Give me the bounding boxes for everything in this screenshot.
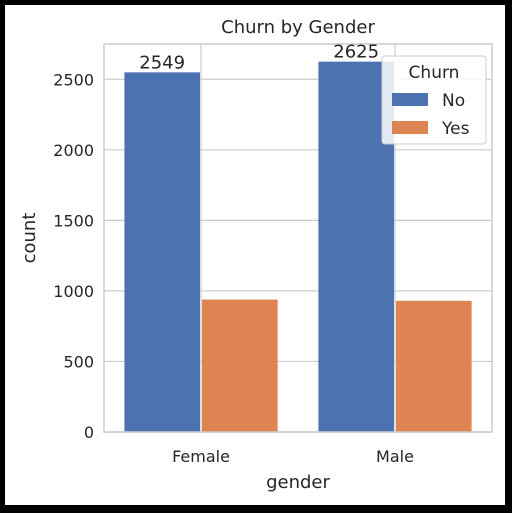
legend-label-no: No: [442, 91, 465, 111]
data-label: 2549: [139, 52, 185, 73]
y-tick-label: 2000: [53, 141, 94, 160]
legend-items: No Yes: [392, 91, 470, 139]
legend: Churn No Yes: [381, 55, 487, 145]
x-tick-label: Female: [172, 447, 230, 466]
bar-yes-male: [396, 300, 472, 432]
legend-title: Churn: [409, 63, 460, 83]
legend-swatch-no: [392, 93, 428, 106]
chart-title: Churn by Gender: [221, 17, 375, 38]
data-label: 2625: [333, 42, 379, 63]
plot-area-border: [103, 43, 493, 433]
bar-no-male: [318, 61, 394, 433]
y-tick-label: 0: [84, 423, 94, 442]
bar-yes-female: [202, 299, 278, 432]
y-tick-labels: 0 500 1000 1500 2000 2500: [53, 70, 94, 442]
y-tick-label: 1500: [53, 211, 94, 230]
bar-no-female: [124, 72, 200, 432]
y-tick-label: 1000: [53, 282, 94, 301]
bar-layer: [124, 61, 472, 433]
y-tick-label: 500: [63, 352, 94, 371]
legend-label-yes: Yes: [441, 119, 470, 139]
y-tick-label: 2500: [53, 70, 94, 89]
x-tick-labels: Female Male: [172, 447, 414, 466]
data-labels: 2549 2625: [139, 42, 379, 74]
legend-swatch-yes: [392, 121, 428, 134]
x-axis-label: gender: [266, 472, 330, 493]
x-tick-label: Male: [376, 447, 414, 466]
y-axis-label: count: [19, 213, 40, 264]
